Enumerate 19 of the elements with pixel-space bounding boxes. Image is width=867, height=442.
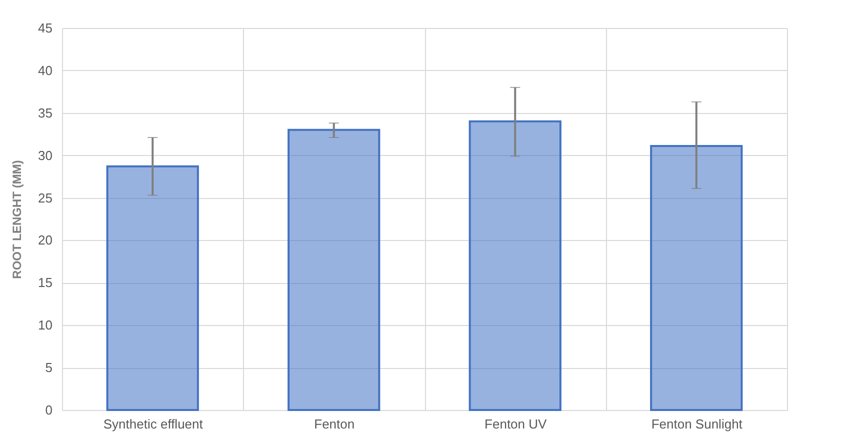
bar (468, 120, 562, 411)
y-tick-label: 40 (38, 62, 52, 78)
y-tick-label: 25 (38, 190, 52, 206)
y-tick-label: 0 (45, 402, 52, 418)
y-tick-label: 10 (38, 318, 52, 333)
bar (650, 144, 743, 411)
y-axis-title: ROOT LENGHT (MM) (10, 160, 24, 279)
y-tick-label: 15 (38, 275, 52, 290)
bar (288, 128, 380, 411)
x-tick-label: Fenton (314, 416, 355, 432)
y-tick-label: 45 (38, 20, 52, 36)
x-tick-label: Synthetic effluent (103, 416, 204, 432)
y-tick-label: 20 (38, 232, 52, 248)
bar (106, 165, 199, 411)
y-tick-label: 35 (38, 105, 52, 120)
y-tick-label: 5 (45, 360, 52, 376)
y-tick-label: 30 (38, 148, 52, 163)
x-tick-label: Fenton Sunlight (651, 416, 743, 432)
x-tick-label: Fenton UV (484, 416, 548, 432)
